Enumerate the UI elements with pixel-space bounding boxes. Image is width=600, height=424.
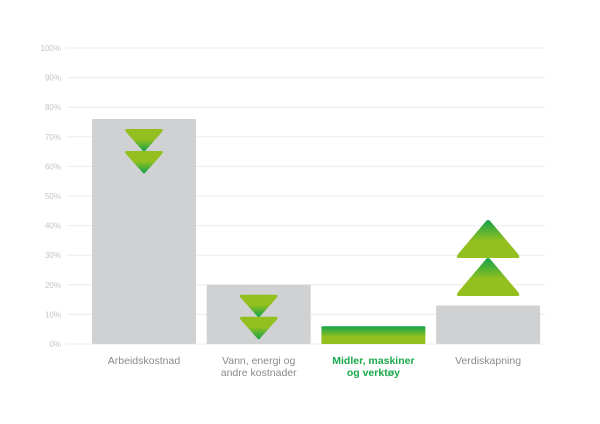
x-category-label: og verktøy	[347, 367, 400, 379]
x-category-label: Verdiskapning	[455, 355, 521, 367]
x-category-label: andre kostnader	[221, 367, 297, 379]
y-tick-label: 90%	[45, 74, 61, 83]
y-tick-label: 20%	[45, 281, 61, 290]
y-tick-label: 0%	[49, 340, 61, 349]
arrow-down-icon	[239, 316, 278, 340]
x-category-label: Arbeidskostnad	[108, 355, 181, 367]
bar	[92, 119, 196, 344]
y-tick-label: 50%	[45, 192, 61, 201]
x-category-label: Vann, energi og	[222, 355, 296, 367]
x-category-label: Midler, maskiner	[332, 355, 414, 367]
y-tick-label: 70%	[45, 133, 61, 142]
y-tick-label: 10%	[45, 310, 61, 319]
bar	[321, 326, 426, 344]
arrow-down-icon	[125, 151, 163, 174]
y-tick-label: 100%	[41, 44, 61, 53]
y-tick-label: 60%	[45, 162, 61, 171]
arrow-up-icon	[456, 258, 520, 296]
arrow-up-icon	[456, 220, 520, 258]
y-tick-label: 40%	[45, 222, 61, 231]
arrow-down-icon	[239, 294, 278, 318]
arrow-down-icon	[125, 129, 163, 152]
bar	[436, 305, 541, 344]
y-tick-label: 30%	[45, 251, 61, 260]
y-tick-label: 80%	[45, 103, 61, 112]
